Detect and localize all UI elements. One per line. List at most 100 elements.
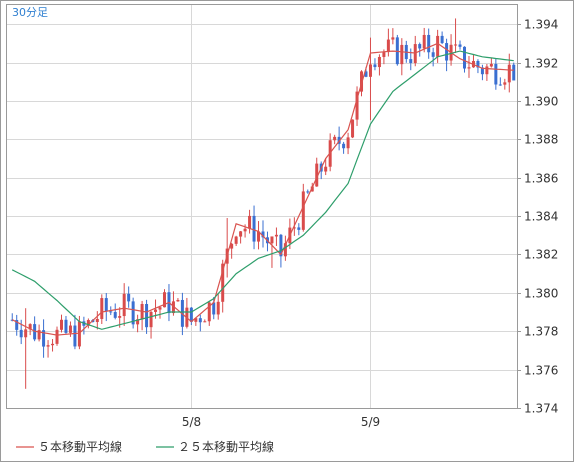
candle-body xyxy=(131,301,135,325)
y-tick-label: 1.378 xyxy=(524,325,558,339)
candle-body xyxy=(489,63,493,67)
candle-body xyxy=(95,318,99,323)
candle-body xyxy=(445,43,449,61)
candle-body xyxy=(391,37,395,40)
y-tick-label: 1.384 xyxy=(524,210,558,224)
legend: ５本移動平均線 ２５本移動平均線 xyxy=(16,439,274,454)
candle-body xyxy=(306,191,310,193)
candle-body xyxy=(171,301,175,314)
legend-label: ５本移動平均線 xyxy=(38,439,122,454)
candle-body xyxy=(382,52,386,57)
candle-body xyxy=(59,319,63,330)
candle-body xyxy=(480,67,484,75)
candle-body xyxy=(122,293,126,317)
candle-body xyxy=(176,299,180,302)
x-tick-label: 5/9 xyxy=(361,415,380,429)
candle-body xyxy=(458,44,462,47)
y-tick-label: 1.390 xyxy=(524,95,558,109)
ma5-line xyxy=(11,42,514,336)
candle-body xyxy=(368,64,372,77)
y-tick-label: 1.388 xyxy=(524,133,558,147)
timeframe-label: 30分足 xyxy=(12,6,48,19)
candle-body xyxy=(310,186,314,192)
candle-body xyxy=(64,319,68,333)
candle-body xyxy=(207,302,211,322)
candle-body xyxy=(154,309,158,312)
candle-body xyxy=(118,316,122,318)
candle-body xyxy=(283,243,287,257)
legend-label: ２５本移動平均線 xyxy=(178,439,274,454)
candle-body xyxy=(203,321,207,323)
candle-body xyxy=(395,37,399,65)
x-axis-ticks: 5/8 5/9 xyxy=(182,415,380,429)
candle-body xyxy=(400,44,404,65)
candle-body xyxy=(422,34,426,49)
candle-body xyxy=(355,91,359,120)
y-tick-label: 1.394 xyxy=(524,18,558,32)
candle-body xyxy=(418,44,422,49)
candle-body xyxy=(51,343,55,346)
candle-body xyxy=(68,325,72,333)
candle-body xyxy=(86,320,90,326)
candle-body xyxy=(467,67,471,69)
candle-body xyxy=(409,59,413,64)
candle-body xyxy=(274,234,278,237)
candle-body xyxy=(373,64,377,68)
ma25-line xyxy=(11,50,514,330)
y-tick-label: 1.392 xyxy=(524,57,558,71)
candle-body xyxy=(216,301,220,315)
y-tick-label: 1.376 xyxy=(524,364,558,378)
candle-body xyxy=(113,312,117,318)
candle-body xyxy=(194,318,198,322)
candle-body xyxy=(503,82,507,85)
candle-body xyxy=(37,330,41,340)
plot-frame xyxy=(6,4,518,409)
candle-body xyxy=(292,227,296,229)
candle-body xyxy=(494,63,498,85)
candle-body xyxy=(24,329,28,338)
candle-body xyxy=(427,34,431,53)
y-tick-label: 1.380 xyxy=(524,287,558,301)
candle-body xyxy=(301,191,305,230)
candle-body xyxy=(351,119,355,138)
candle-body xyxy=(346,137,350,149)
candle-body xyxy=(127,293,131,302)
candle-body xyxy=(364,71,368,77)
candle-body xyxy=(248,215,252,229)
candle-body xyxy=(342,143,346,149)
candle-body xyxy=(100,298,104,319)
candle-body xyxy=(485,66,489,75)
candle-body xyxy=(431,52,435,57)
candle-body xyxy=(315,163,319,187)
candle-body xyxy=(189,307,193,322)
candle-body xyxy=(440,35,444,44)
candle-body xyxy=(136,319,140,325)
candle-body xyxy=(270,236,274,244)
candle-body xyxy=(333,136,337,141)
candle-body xyxy=(476,60,480,68)
candle-body xyxy=(498,84,502,86)
candle-body xyxy=(512,64,516,81)
candle-body xyxy=(145,303,149,328)
candle-body xyxy=(230,243,234,249)
x-tick-label: 5/8 xyxy=(182,415,201,429)
candle-body xyxy=(42,330,46,347)
y-tick-label: 1.374 xyxy=(524,402,558,416)
candle-body xyxy=(104,298,108,312)
candle-body xyxy=(162,292,166,308)
candle-body xyxy=(360,71,364,92)
candle-body xyxy=(73,325,77,347)
candle-body xyxy=(324,166,328,172)
candle-body xyxy=(279,234,283,257)
candle-body xyxy=(297,227,301,230)
candle-body xyxy=(28,324,32,330)
candle-body xyxy=(198,318,202,323)
candle-body xyxy=(507,64,511,83)
candle-body xyxy=(77,321,81,347)
candle-body xyxy=(386,39,390,53)
candle-body xyxy=(109,311,113,313)
candle-body xyxy=(436,35,440,57)
moving-average-lines xyxy=(11,42,514,336)
